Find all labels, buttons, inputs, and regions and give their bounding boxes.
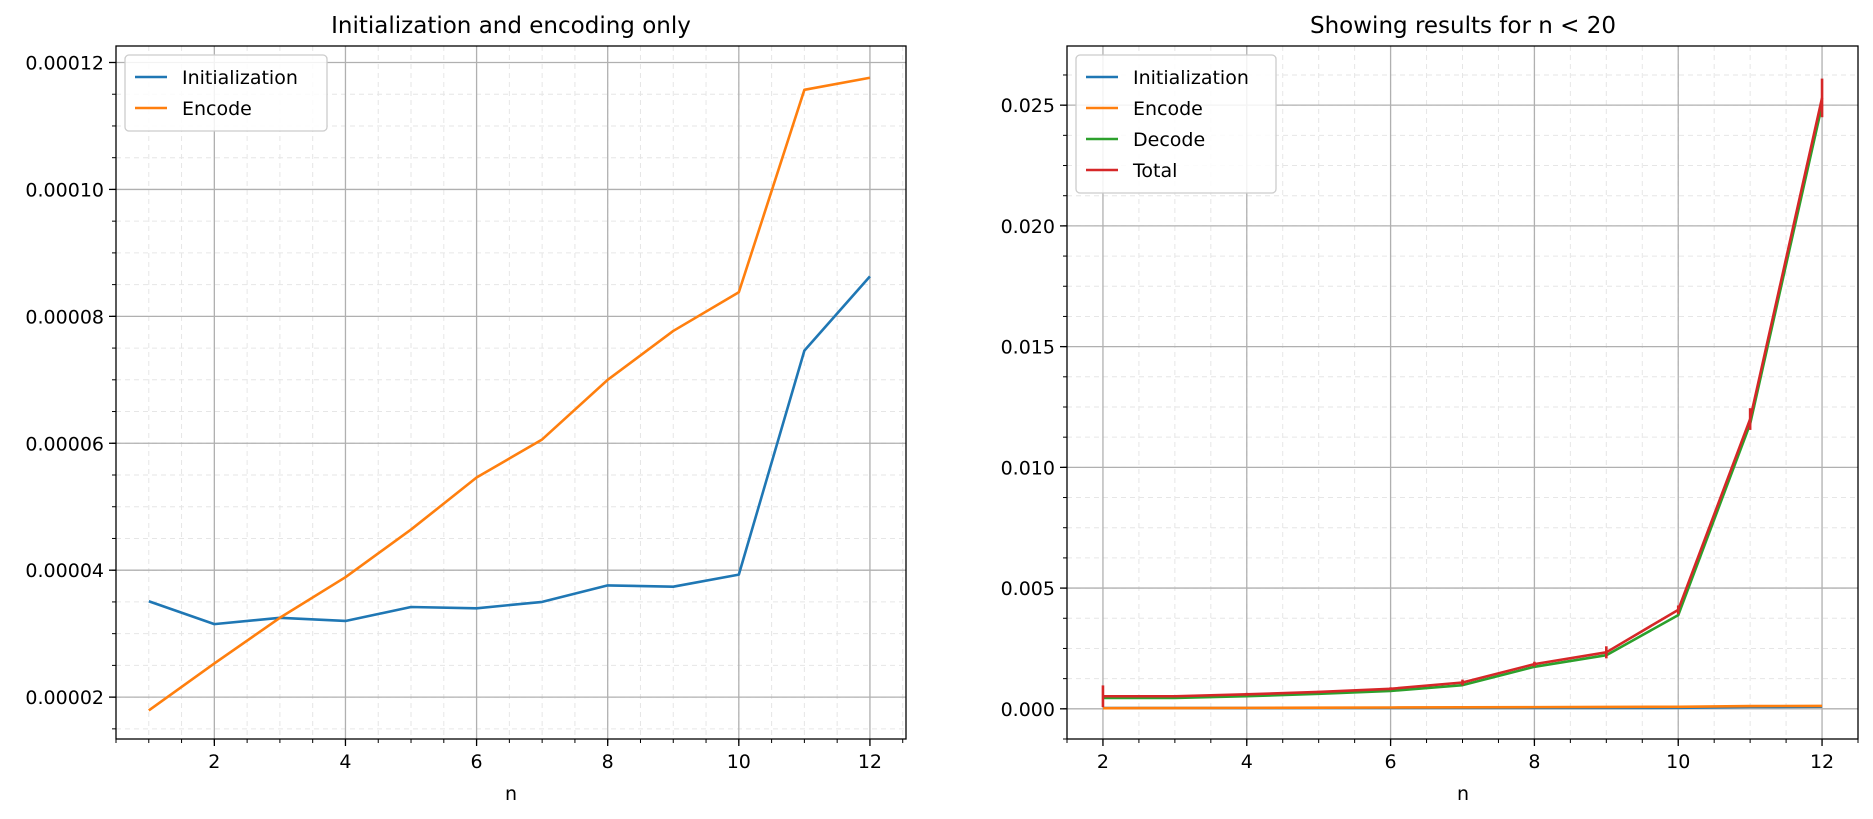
y-tick-label: 0.000 (1001, 699, 1055, 721)
x-tick-label: 6 (1385, 751, 1397, 773)
chart-title-right: Showing results for n < 20 (1310, 13, 1616, 39)
x-tick-label: 10 (727, 751, 751, 773)
x-tick-label: 12 (858, 751, 882, 773)
y-tick-label: 0.010 (1001, 457, 1055, 479)
x-tick-label: 8 (1528, 751, 1540, 773)
x-tick-label: 4 (339, 751, 351, 773)
panel-results-n-lt-20: Showing results for n < 20 2 4 6 8 10 12 0.000… (1001, 13, 1859, 805)
y-tick-label: 0.025 (1001, 95, 1055, 117)
legend-label-total: Total (1132, 160, 1177, 182)
x-axis-label-right: n (1457, 783, 1469, 805)
y-tick-label: 0.00008 (25, 306, 104, 328)
x-axis-label-left: n (505, 783, 517, 805)
y-tick-label: 0.00006 (25, 433, 104, 455)
y-tick-label: 0.020 (1001, 216, 1055, 238)
chart-title-left: Initialization and encoding only (331, 13, 691, 39)
series-line-encode (148, 76, 871, 712)
legend-label-initialization: Initialization (1133, 67, 1249, 89)
legend-label-initialization: Initialization (182, 67, 298, 89)
y-tick-label: 0.00010 (25, 179, 104, 201)
x-tick-label: 2 (1097, 751, 1109, 773)
legend-box (1075, 54, 1277, 194)
y-tick-label: 0.00002 (25, 687, 104, 709)
legend-label-decode: Decode (1133, 129, 1205, 151)
x-tick-label: 12 (1810, 751, 1834, 773)
series-line-encode (1102, 704, 1823, 710)
x-tick-label: 8 (602, 751, 614, 773)
legend-label-encode: Encode (182, 98, 252, 120)
x-tick-label: 4 (1241, 751, 1253, 773)
y-tick-label: 0.015 (1001, 337, 1055, 359)
x-tick-label: 10 (1666, 751, 1690, 773)
y-tick-label: 0.00004 (25, 560, 104, 582)
axes-frame (115, 45, 907, 740)
x-tick-label: 6 (471, 751, 483, 773)
x-tick-label: 2 (208, 751, 220, 773)
legend-label-encode: Encode (1133, 98, 1203, 120)
panel-initialization-encoding: Initialization and encoding only 2 4 6 8 10 1… (25, 13, 907, 805)
series-line-initialization (148, 275, 871, 626)
y-tick-label: 0.005 (1001, 578, 1055, 600)
legend-box (124, 54, 328, 132)
y-tick-label: 0.00012 (25, 53, 104, 75)
